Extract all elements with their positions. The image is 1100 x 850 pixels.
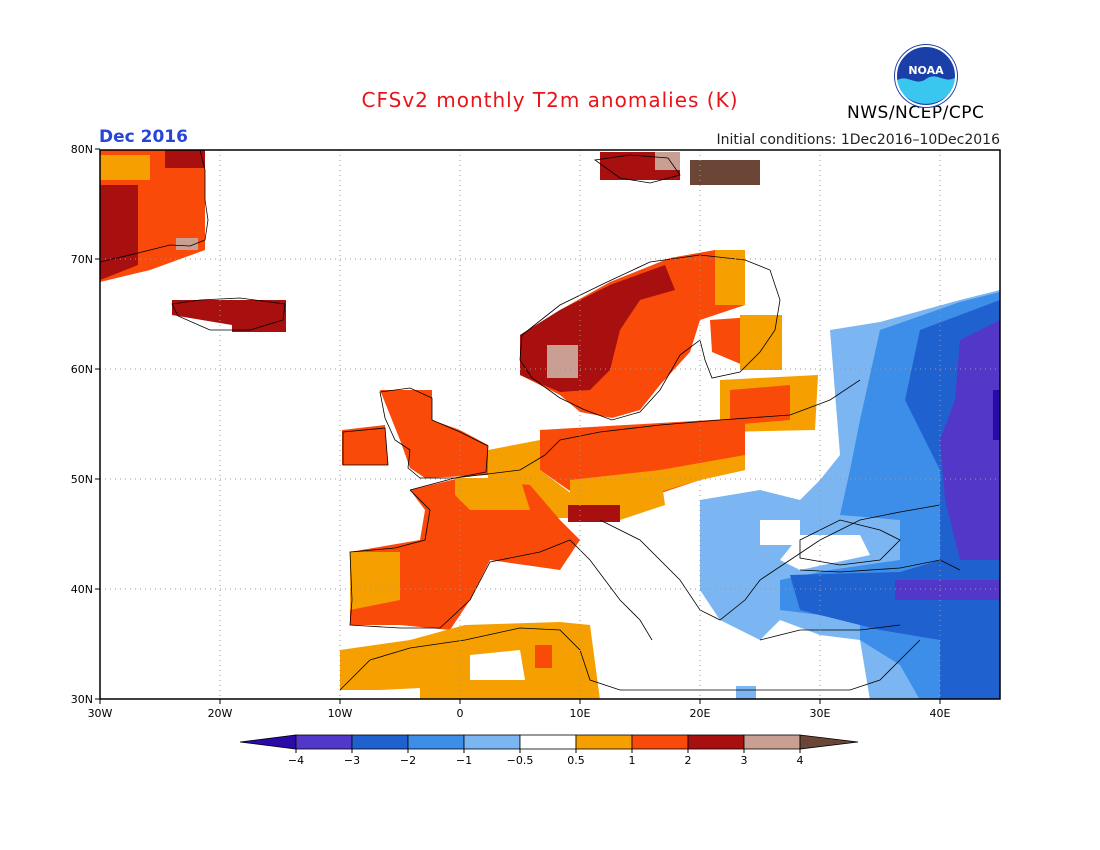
map-title: CFSv2 monthly T2m anomalies (K) [361, 88, 739, 112]
colorbar-segment [575, 734, 633, 750]
lon-tick-label: 40E [930, 707, 951, 720]
grid-lines [100, 150, 1000, 699]
anomaly-patch [540, 418, 745, 500]
colorbar-segment [519, 734, 577, 750]
noaa-logo-icon: NOAA [894, 44, 958, 108]
lat-tick-label: 30N [71, 693, 93, 706]
colorbar-label: −2 [400, 754, 416, 767]
anomaly-patch [736, 686, 756, 699]
map-frame [99, 149, 1001, 700]
colorbar-label: 1 [629, 754, 636, 767]
anomaly-patch [895, 580, 1000, 600]
lon-tick-label: 10E [570, 707, 591, 720]
anomaly-patch [547, 345, 578, 378]
anomaly-patch [350, 552, 400, 610]
colorbar-segment [351, 734, 409, 750]
colorbar: −4 −3 −2 −1 −0.5 0.5 1 2 3 4 [239, 734, 859, 767]
anomaly-patch [700, 290, 1000, 699]
coastlines [100, 150, 961, 691]
anomaly-patch [520, 265, 675, 392]
anomaly-patch [568, 505, 620, 522]
anomaly-patch [740, 315, 782, 370]
lon-tick-label: 30W [88, 707, 113, 720]
logo-text: NOAA [908, 64, 944, 77]
anomaly-fields [100, 150, 1000, 699]
colorbar-label: 4 [797, 754, 804, 767]
anomaly-patch [780, 292, 1000, 699]
lat-tick-label: 60N [71, 363, 93, 376]
anomaly-patch [488, 440, 745, 518]
lat-tick-label: 70N [71, 253, 93, 266]
lat-tick-label: 50N [71, 473, 93, 486]
colorbar-label: −1 [456, 754, 472, 767]
lon-tick-label: 20W [208, 707, 233, 720]
anomaly-patch [520, 250, 745, 418]
anomaly-patch [100, 155, 150, 180]
anomaly-patch [720, 375, 818, 432]
anomaly-patch [790, 300, 1000, 699]
colorbar-label: −4 [288, 754, 304, 767]
anomaly-patch [455, 478, 530, 510]
lat-tick-label: 80N [71, 143, 93, 156]
anomaly-patch [715, 250, 745, 305]
anomaly-patch [780, 535, 870, 570]
anomaly-patch [172, 300, 286, 332]
lon-tick-label: 10W [328, 707, 353, 720]
anomaly-patch [940, 320, 1000, 560]
anomaly-patch [350, 478, 580, 630]
colorbar-segment [463, 734, 521, 750]
anomaly-patch [342, 425, 388, 465]
colorbar-segment [631, 734, 689, 750]
anomaly-patch [165, 150, 205, 168]
initial-conditions-label: Initial conditions: 1Dec2016–10Dec2016 [716, 132, 1000, 148]
anomaly-patch [380, 390, 488, 478]
anomaly-patch [570, 470, 665, 520]
colorbar-label: 0.5 [567, 754, 585, 767]
colorbar-label: 2 [685, 754, 692, 767]
lon-tick-label: 0 [457, 707, 464, 720]
colorbar-segment [799, 734, 859, 750]
colorbar-segment [687, 734, 745, 750]
colorbar-label: −3 [344, 754, 360, 767]
colorbar-segment [295, 734, 353, 750]
anomaly-patch [340, 622, 600, 699]
anomaly-patch [655, 152, 680, 170]
colorbar-label: −0.5 [507, 754, 534, 767]
colorbar-segment [239, 734, 297, 750]
month-label: Dec 2016 [99, 127, 188, 147]
anomaly-patch [710, 315, 780, 368]
colorbar-segment [407, 734, 465, 750]
anomaly-patch [690, 160, 760, 185]
lon-tick-label: 20E [690, 707, 711, 720]
organization-label: NWS/NCEP/CPC [847, 103, 985, 123]
colorbar-label: 3 [741, 754, 748, 767]
anomaly-patch [100, 185, 138, 280]
anomaly-patch [176, 238, 198, 250]
anomaly-patch [600, 152, 680, 180]
anomaly-patch [470, 650, 525, 680]
anomaly-patch [993, 390, 1000, 440]
lon-tick-label: 30E [810, 707, 831, 720]
anomaly-patch [100, 150, 205, 282]
lat-tick-label: 40N [71, 583, 93, 596]
anomaly-patch [535, 645, 552, 668]
anomaly-patch [730, 385, 790, 425]
anomaly-patch [760, 520, 800, 545]
colorbar-segment [743, 734, 801, 750]
